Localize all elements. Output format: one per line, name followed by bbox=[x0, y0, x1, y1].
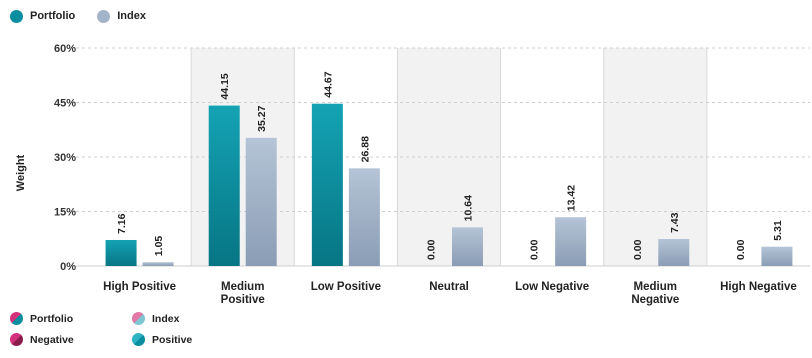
legend-label-index-gradient: Index bbox=[152, 312, 180, 325]
bar-index bbox=[245, 137, 277, 266]
legend-label-positive: Positive bbox=[152, 333, 193, 346]
bar-portfolio bbox=[105, 239, 137, 266]
x-tick-label: Positive bbox=[221, 294, 265, 306]
legend-item-index[interactable]: Index bbox=[97, 9, 146, 23]
x-tick-label: Negative bbox=[631, 294, 679, 306]
legend-label-portfolio-gradient: Portfolio bbox=[30, 312, 74, 325]
y-tick-label: 0% bbox=[60, 261, 76, 273]
legend-item-negative[interactable]: Negative bbox=[10, 333, 132, 346]
data-label: 0.00 bbox=[735, 239, 747, 260]
data-label: 13.42 bbox=[566, 185, 578, 211]
bar-index bbox=[555, 217, 587, 266]
x-tick-label: Low Positive bbox=[311, 281, 381, 293]
data-label: 1.05 bbox=[153, 236, 165, 257]
legend-item-positive[interactable]: Positive bbox=[132, 333, 254, 346]
data-label: 0.00 bbox=[529, 239, 541, 260]
y-axis-label: Weight bbox=[15, 154, 27, 191]
bar-portfolio bbox=[311, 103, 343, 266]
x-tick-label: High Positive bbox=[103, 281, 176, 293]
x-tick-label: Medium bbox=[221, 281, 264, 293]
x-tick-label: Neutral bbox=[429, 281, 469, 293]
legend-bottom: Portfolio Index Negative Positive bbox=[10, 312, 254, 346]
bar-chart: 0% 15% 30% 45% 60% Weight 7.16 1.05 High Positiv… bbox=[15, 43, 810, 306]
bar-index bbox=[348, 168, 380, 266]
legend-label-negative: Negative bbox=[30, 333, 74, 346]
data-label: 44.67 bbox=[322, 71, 334, 97]
y-tick-label: 15% bbox=[54, 207, 76, 219]
data-label: 10.64 bbox=[463, 195, 475, 221]
legend-item-portfolio[interactable]: Portfolio bbox=[10, 9, 76, 23]
bar-index bbox=[142, 262, 174, 266]
legend-item-portfolio-gradient[interactable]: Portfolio bbox=[10, 312, 132, 325]
legend-swatch-portfolio-gradient bbox=[10, 312, 23, 325]
data-label: 5.31 bbox=[772, 220, 784, 241]
data-label: 44.15 bbox=[219, 73, 231, 99]
legend-swatch-index-gradient bbox=[132, 312, 145, 325]
legend-label-index: Index bbox=[117, 10, 146, 22]
category-band-1 bbox=[191, 48, 295, 266]
category-band-5 bbox=[603, 48, 707, 266]
data-label: 26.88 bbox=[359, 136, 371, 162]
legend-swatch-positive bbox=[132, 333, 145, 346]
legend-label-portfolio: Portfolio bbox=[30, 10, 76, 22]
legend-swatch-portfolio bbox=[10, 9, 23, 23]
y-tick-label: 60% bbox=[54, 43, 76, 55]
bar-index bbox=[761, 246, 793, 266]
legend-swatch-index bbox=[97, 9, 111, 23]
y-tick-label: 45% bbox=[54, 98, 76, 110]
bar-index bbox=[452, 227, 483, 266]
data-label: 0.00 bbox=[426, 239, 438, 260]
data-label: 7.43 bbox=[669, 212, 681, 233]
data-label: 7.16 bbox=[116, 213, 128, 234]
data-label: 35.27 bbox=[256, 105, 268, 131]
bar-index bbox=[658, 239, 690, 266]
x-tick-label: Medium bbox=[634, 281, 677, 293]
legend-item-index-gradient[interactable]: Index bbox=[132, 312, 254, 325]
bar-portfolio bbox=[208, 105, 240, 266]
data-label: 0.00 bbox=[632, 239, 644, 260]
x-tick-label: High Negative bbox=[720, 281, 797, 293]
y-tick-label: 30% bbox=[54, 152, 76, 164]
x-tick-label: Low Negative bbox=[515, 281, 589, 293]
legend-top: Portfolio Index bbox=[10, 6, 146, 26]
legend-swatch-negative bbox=[10, 333, 23, 346]
